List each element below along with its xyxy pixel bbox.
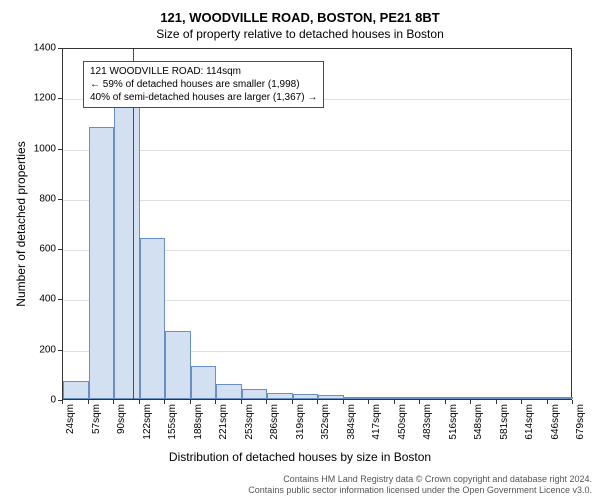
y-tick-mark: [58, 299, 62, 300]
x-tick-label: 679sqm: [575, 404, 586, 440]
x-tick-label: 450sqm: [397, 404, 408, 440]
y-tick-mark: [58, 98, 62, 99]
histogram-bar: [344, 397, 370, 400]
y-tick-mark: [58, 199, 62, 200]
x-tick-mark: [113, 400, 114, 404]
footer-line-2: Contains public sector information licen…: [248, 485, 592, 496]
histogram-bar: [114, 102, 140, 399]
histogram-bar: [446, 397, 472, 399]
histogram-bar: [522, 397, 548, 399]
x-tick-mark: [368, 400, 369, 404]
x-tick-label: 122sqm: [142, 404, 153, 440]
x-tick-label: 90sqm: [116, 404, 127, 434]
histogram-bar: [420, 397, 446, 399]
annotation-box: 121 WOODVILLE ROAD: 114sqm← 59% of detac…: [83, 61, 324, 108]
x-tick-mark: [572, 400, 573, 404]
histogram-bar: [63, 381, 89, 399]
x-tick-label: 57sqm: [91, 404, 102, 434]
x-tick-label: 24sqm: [65, 404, 76, 434]
y-tick-label: 1000: [34, 143, 56, 154]
x-tick-mark: [292, 400, 293, 404]
x-tick-mark: [496, 400, 497, 404]
x-tick-mark: [547, 400, 548, 404]
histogram-bar: [140, 238, 166, 399]
x-tick-label: 646sqm: [550, 404, 561, 440]
x-tick-mark: [190, 400, 191, 404]
histogram-bar: [267, 393, 293, 399]
anno-line-2: ← 59% of detached houses are smaller (1,…: [90, 78, 317, 91]
histogram-bar: [89, 127, 115, 399]
y-tick-mark: [58, 350, 62, 351]
anno-line-3: 40% of semi-detached houses are larger (…: [90, 91, 317, 104]
histogram-bar: [242, 389, 268, 399]
x-tick-mark: [139, 400, 140, 404]
x-tick-label: 253sqm: [244, 404, 255, 440]
x-tick-label: 319sqm: [295, 404, 306, 440]
footer-line-1: Contains HM Land Registry data © Crown c…: [248, 474, 592, 485]
x-tick-label: 614sqm: [524, 404, 535, 440]
y-tick-label: 800: [39, 193, 56, 204]
x-tick-mark: [343, 400, 344, 404]
histogram-bar: [318, 395, 344, 399]
x-tick-label: 483sqm: [422, 404, 433, 440]
anno-line-1: 121 WOODVILLE ROAD: 114sqm: [90, 65, 317, 78]
x-tick-mark: [62, 400, 63, 404]
histogram-bar: [471, 397, 497, 399]
x-tick-label: 384sqm: [346, 404, 357, 440]
histogram-bar: [293, 394, 319, 399]
histogram-bar: [369, 397, 395, 399]
x-tick-label: 581sqm: [499, 404, 510, 440]
x-tick-label: 188sqm: [193, 404, 204, 440]
x-tick-mark: [419, 400, 420, 404]
page-subtitle: Size of property relative to detached ho…: [0, 25, 600, 41]
y-tick-mark: [58, 249, 62, 250]
histogram-bar: [165, 331, 191, 399]
x-tick-mark: [521, 400, 522, 404]
x-tick-mark: [215, 400, 216, 404]
footer-attribution: Contains HM Land Registry data © Crown c…: [248, 474, 592, 497]
x-tick-label: 548sqm: [473, 404, 484, 440]
x-axis-label: Distribution of detached houses by size …: [0, 450, 600, 464]
x-tick-label: 417sqm: [371, 404, 382, 440]
y-tick-label: 0: [50, 395, 56, 406]
histogram-bar: [216, 384, 242, 399]
x-tick-mark: [470, 400, 471, 404]
y-tick-label: 1200: [34, 93, 56, 104]
x-tick-mark: [164, 400, 165, 404]
x-tick-mark: [445, 400, 446, 404]
x-tick-label: 155sqm: [167, 404, 178, 440]
y-tick-label: 400: [39, 294, 56, 305]
y-tick-mark: [58, 48, 62, 49]
histogram-bar: [191, 366, 217, 399]
y-tick-label: 1400: [34, 43, 56, 54]
y-tick-label: 600: [39, 244, 56, 255]
x-tick-mark: [88, 400, 89, 404]
page-title: 121, WOODVILLE ROAD, BOSTON, PE21 8BT: [0, 0, 600, 25]
y-tick-mark: [58, 149, 62, 150]
x-tick-mark: [241, 400, 242, 404]
plot-area: 121 WOODVILLE ROAD: 114sqm← 59% of detac…: [62, 48, 572, 400]
x-tick-label: 286sqm: [269, 404, 280, 440]
chart-area: 121 WOODVILLE ROAD: 114sqm← 59% of detac…: [62, 48, 572, 400]
x-tick-label: 516sqm: [448, 404, 459, 440]
histogram-bar: [497, 397, 523, 399]
histogram-bar: [395, 397, 421, 399]
x-tick-label: 221sqm: [218, 404, 229, 440]
y-axis-label: Number of detached properties: [14, 141, 28, 306]
x-tick-mark: [266, 400, 267, 404]
x-tick-label: 352sqm: [320, 404, 331, 440]
x-tick-mark: [394, 400, 395, 404]
x-tick-mark: [317, 400, 318, 404]
y-tick-label: 200: [39, 344, 56, 355]
histogram-bar: [548, 397, 574, 399]
